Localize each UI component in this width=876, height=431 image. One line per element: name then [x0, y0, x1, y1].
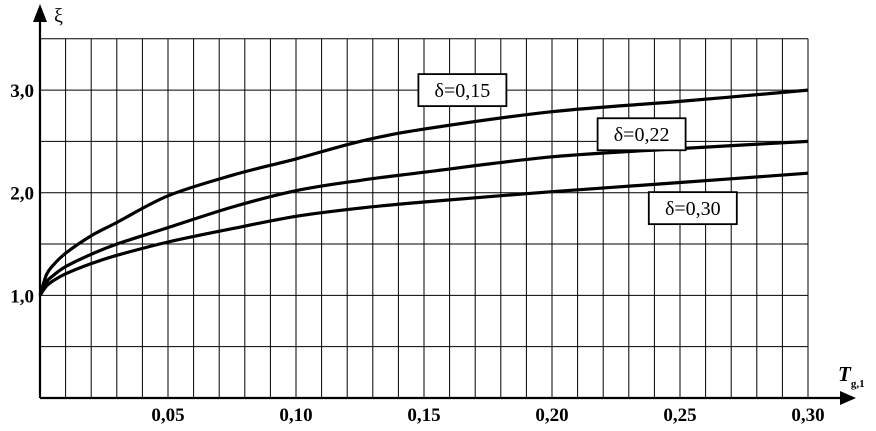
series-label-box — [647, 191, 738, 226]
x-tick-label: 0,10 — [279, 405, 312, 426]
series-label-text: δ=0,15 — [435, 80, 491, 102]
series-label-text: δ=0,30 — [665, 198, 721, 220]
y-tick-label: 3,0 — [10, 81, 34, 102]
series-label-box — [417, 73, 508, 108]
x-tick-label: 0,05 — [151, 405, 184, 426]
y-tick-label: 1,0 — [10, 286, 34, 307]
series-label-text: δ=0,22 — [614, 124, 670, 146]
tick-labels: 0,05 0,10 0,15 0,20 0,25 0,30 1,0 2,0 3,0 — [10, 81, 824, 426]
x-tick-label: 0,25 — [663, 405, 696, 426]
x-tick-label: 0,30 — [791, 405, 824, 426]
series-labels: δ=0,15 δ=0,22 δ=0,30 — [417, 73, 738, 226]
series-label-box — [596, 117, 687, 152]
series-lines — [38, 88, 809, 297]
axes — [33, 4, 856, 405]
x-axis-arrow — [840, 391, 856, 405]
series-line — [38, 139, 809, 297]
y-tick-label: 2,0 — [10, 184, 34, 205]
series-label: δ=0,30 — [647, 191, 738, 226]
y-axis-label: ξ — [54, 5, 63, 27]
series-line — [38, 88, 809, 296]
series-label: δ=0,15 — [417, 73, 508, 108]
y-axis-arrow — [33, 4, 47, 22]
series-label: δ=0,22 — [596, 117, 687, 152]
x-tick-label: 0,20 — [535, 405, 568, 426]
series-line — [38, 171, 809, 297]
x-tick-label: 0,15 — [407, 405, 440, 426]
x-axis-label: Tg,1 — [838, 362, 865, 390]
